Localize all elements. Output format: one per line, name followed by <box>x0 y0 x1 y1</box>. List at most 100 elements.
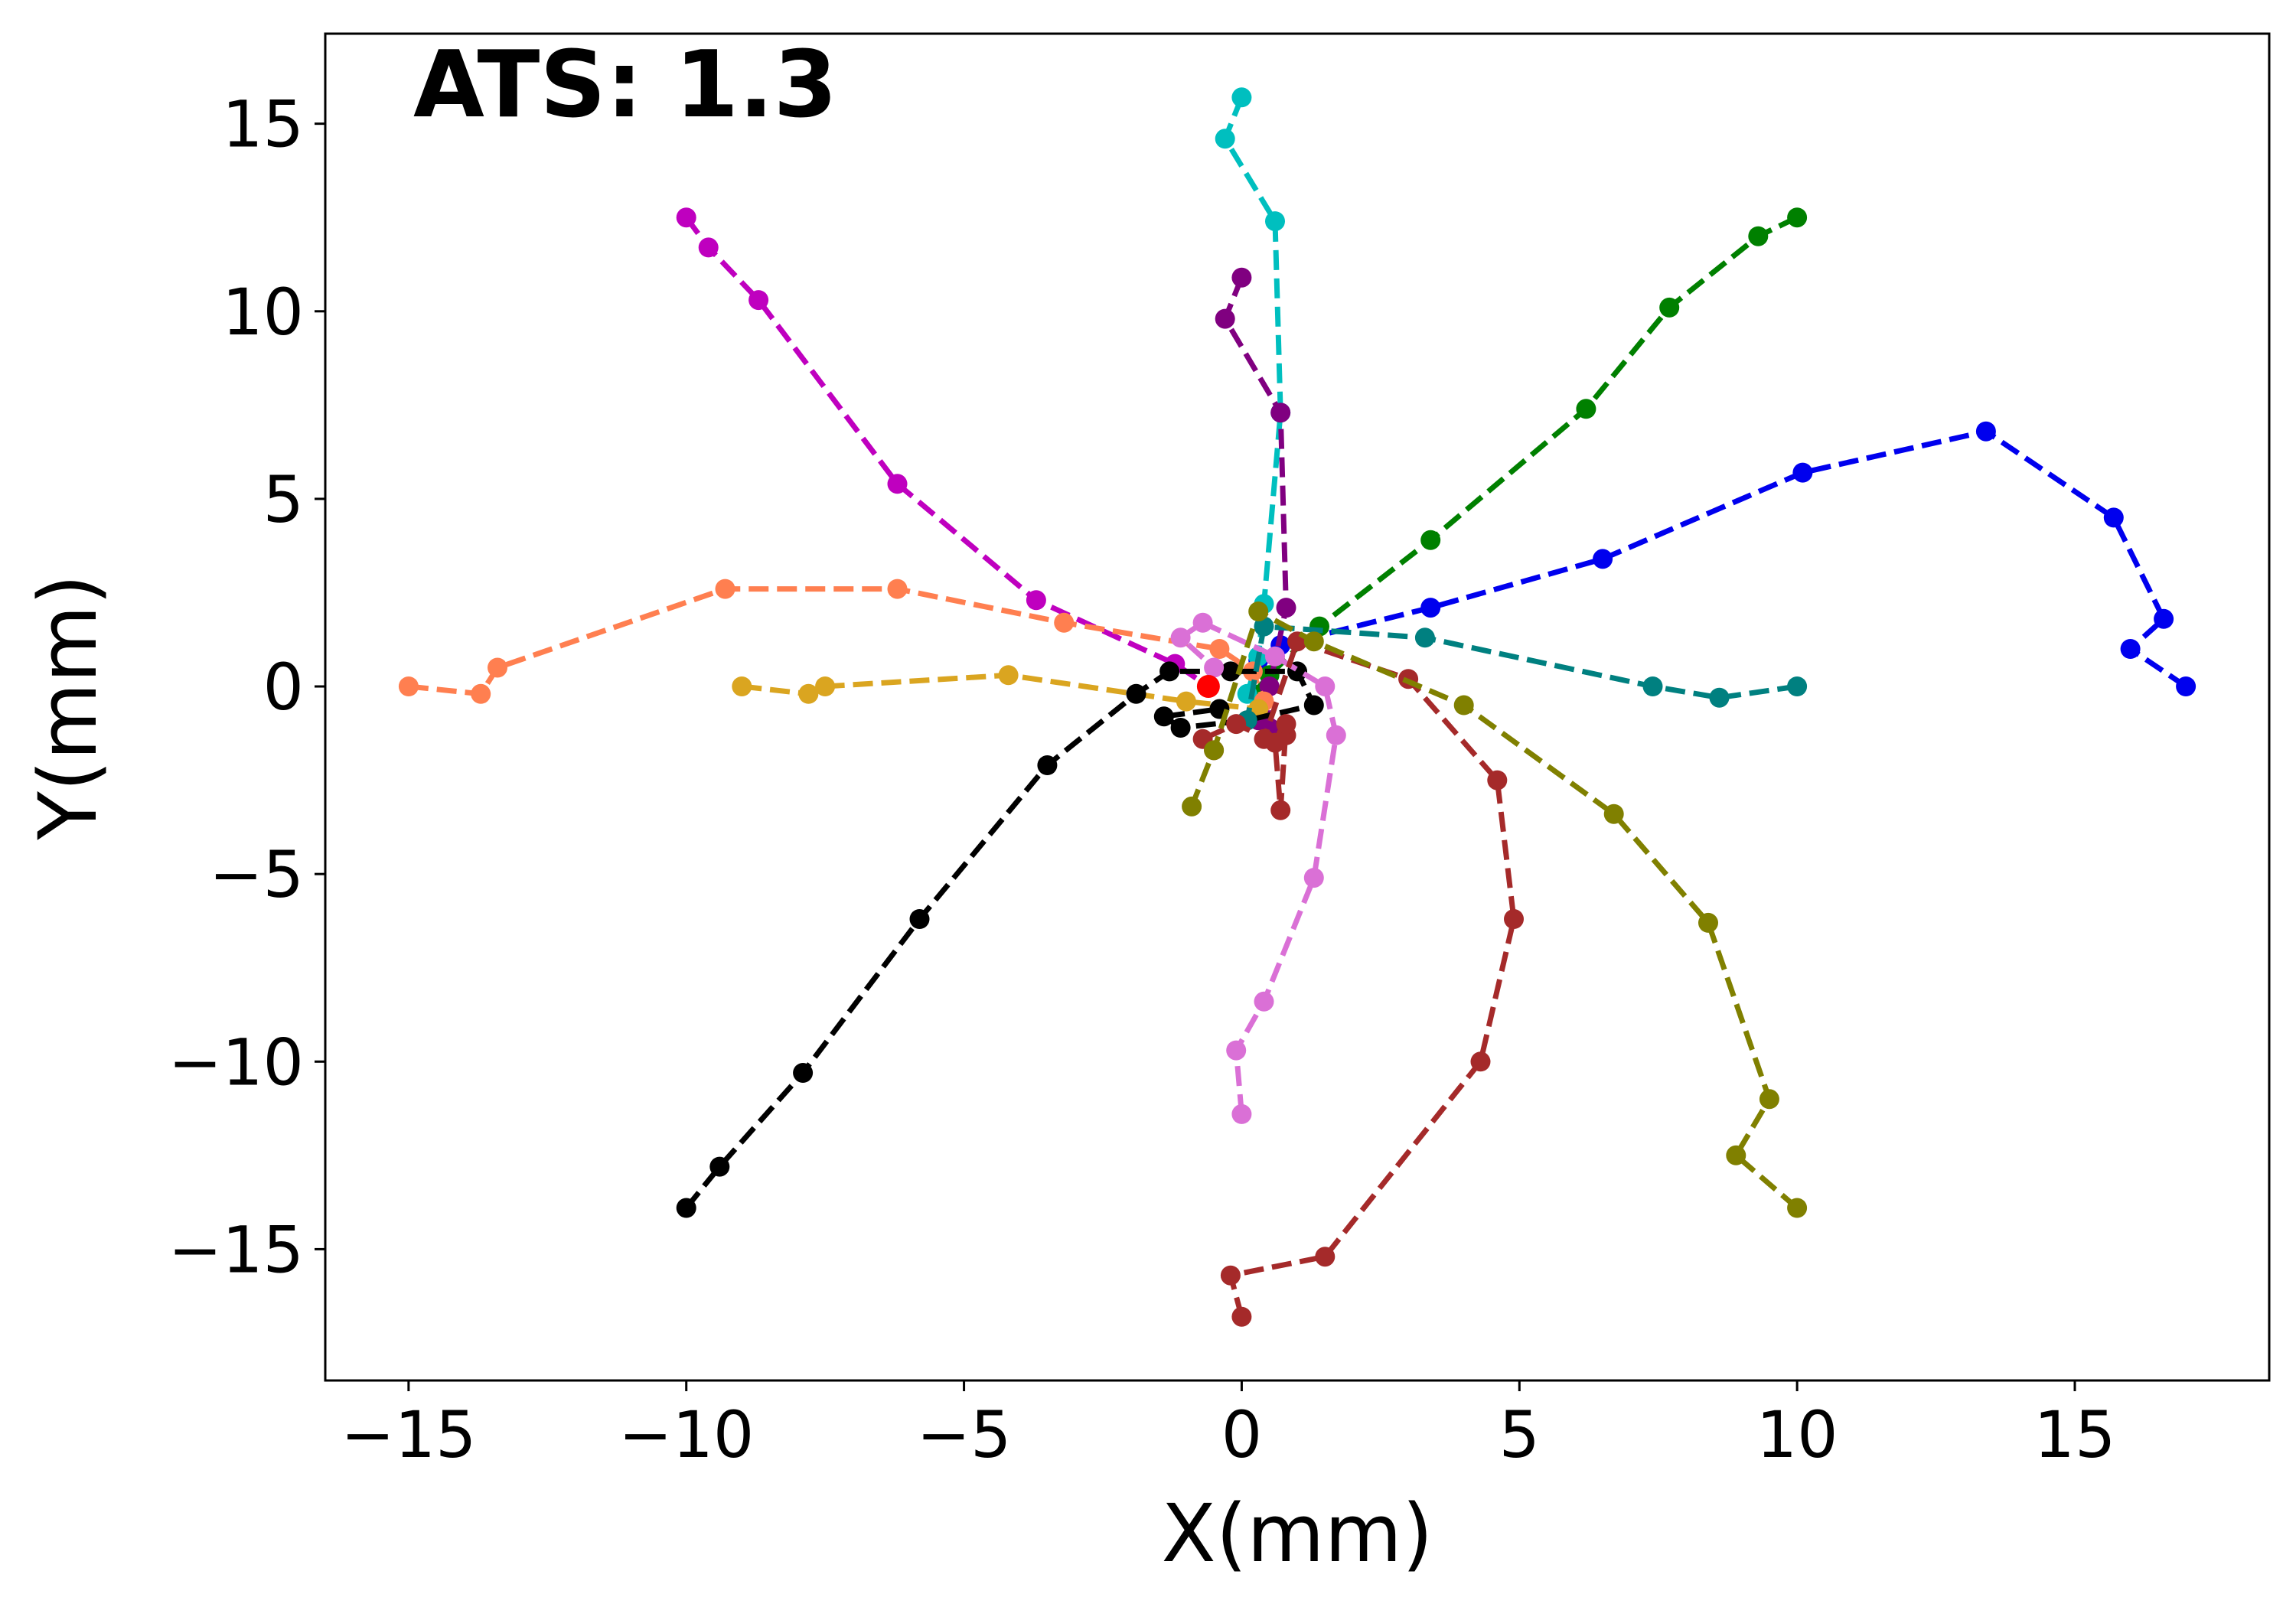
series-layer <box>398 87 2197 1327</box>
x-tick-label: −10 <box>618 1397 754 1472</box>
x-tick-label: −15 <box>341 1397 476 1472</box>
data-point-magenta-1 <box>698 237 719 258</box>
plot-frame <box>324 32 2271 1382</box>
x-tick-label: 0 <box>1221 1397 1262 1472</box>
data-point-blue-7 <box>1420 598 1441 618</box>
data-point-magenta-0 <box>676 207 696 228</box>
data-point-teal-0 <box>1787 676 1808 696</box>
data-point-teal-4 <box>1254 616 1274 637</box>
data-point-coral-2 <box>488 657 507 678</box>
data-point-black-3 <box>909 909 930 929</box>
data-point-brown-5 <box>1487 770 1508 790</box>
data-point-black-12 <box>1153 706 1174 727</box>
data-point-black-5 <box>1126 683 1146 704</box>
series-line-black <box>683 668 1317 1210</box>
series-olive <box>1182 601 1808 1218</box>
x-tick-label: 5 <box>1499 1397 1540 1472</box>
data-point-cyan-0 <box>1231 87 1252 108</box>
series-line-olive <box>1189 608 1799 1211</box>
data-point-blue-2 <box>2154 608 2174 629</box>
data-point-goldenrod-2 <box>815 676 836 696</box>
data-point-goldenrod-4 <box>1176 691 1196 712</box>
data-point-black-2 <box>793 1063 814 1083</box>
data-point-coral-5 <box>1054 612 1075 633</box>
series-line-teal <box>1244 624 1798 721</box>
data-point-orchid-0 <box>1231 1103 1252 1124</box>
data-point-purple-0 <box>1231 267 1252 288</box>
series-teal <box>1237 616 1808 731</box>
data-point-blue-3 <box>2103 507 2124 528</box>
data-point-olive-8 <box>1204 740 1225 761</box>
data-point-purple-3 <box>1276 598 1296 618</box>
data-point-purple-1 <box>1215 308 1235 329</box>
x-axis-label: X(mm) <box>1161 1487 1433 1580</box>
data-point-blue-1 <box>2120 639 2141 659</box>
data-point-olive-9 <box>1182 796 1202 817</box>
y-axis: −15 −10 −5 0 5 10 15 <box>168 87 325 1287</box>
data-point-magenta-3 <box>887 474 908 494</box>
data-point-green-4 <box>1420 530 1441 550</box>
series-goldenrod <box>732 665 1269 719</box>
data-point-black-11 <box>1170 718 1191 738</box>
data-point-cyan-2 <box>1265 211 1285 232</box>
data-point-green-0 <box>1787 207 1808 228</box>
data-point-black-7 <box>1220 661 1241 682</box>
data-point-coral-1 <box>471 683 491 704</box>
data-point-brown-2 <box>1315 1247 1336 1267</box>
series-line-goldenrod <box>741 672 1259 712</box>
y-tick-label: 0 <box>263 650 304 725</box>
series-blue <box>1248 421 2197 696</box>
data-point-brown-3 <box>1470 1051 1491 1072</box>
series-line-orchid <box>1178 620 1339 1115</box>
data-point-coral-4 <box>887 579 908 599</box>
data-point-goldenrod-1 <box>798 683 819 704</box>
data-point-orchid-9 <box>1204 657 1225 678</box>
x-tick-label: −5 <box>917 1397 1012 1472</box>
ats-annotation: ATS: 1.3 <box>413 32 837 139</box>
data-point-purple-4 <box>1259 676 1280 696</box>
data-point-olive-7 <box>1248 601 1269 621</box>
data-point-goldenrod-0 <box>732 676 752 696</box>
series-brown <box>1192 631 1524 1327</box>
x-tick-label: 10 <box>1756 1397 1838 1472</box>
data-point-green-2 <box>1659 297 1680 318</box>
data-point-olive-6 <box>1303 631 1324 652</box>
data-point-brown-10 <box>1276 714 1296 735</box>
data-point-teal-3 <box>1414 627 1435 648</box>
data-point-orchid-8 <box>1170 627 1191 648</box>
y-tick-label: −5 <box>209 837 304 912</box>
y-tick-label: 10 <box>222 275 304 350</box>
series-purple <box>1215 267 1296 738</box>
data-point-orchid-2 <box>1254 991 1274 1012</box>
data-point-olive-4 <box>1603 804 1624 824</box>
y-axis-label: Y(mm) <box>21 574 115 840</box>
data-point-blue-5 <box>1792 462 1813 483</box>
data-point-green-1 <box>1748 226 1769 246</box>
y-tick-label: −15 <box>168 1212 304 1287</box>
data-point-olive-0 <box>1787 1198 1808 1218</box>
data-point-brown-13 <box>1226 714 1247 735</box>
data-point-orchid-4 <box>1326 725 1346 745</box>
data-point-black-9 <box>1303 695 1324 715</box>
data-point-orchid-3 <box>1303 868 1324 888</box>
data-point-black-1 <box>709 1156 730 1177</box>
data-point-green-3 <box>1576 399 1596 419</box>
data-point-coral-0 <box>398 676 419 696</box>
data-point-brown-4 <box>1504 909 1524 929</box>
data-point-coral-6 <box>1209 639 1230 659</box>
series-line-brown <box>1200 638 1517 1318</box>
series-orchid <box>1170 612 1346 1124</box>
y-tick-label: −10 <box>168 1025 304 1100</box>
data-point-orchid-5 <box>1315 676 1336 696</box>
data-point-goldenrod-3 <box>998 665 1019 686</box>
data-point-brown-1 <box>1220 1265 1241 1286</box>
data-point-orchid-7 <box>1192 612 1213 633</box>
data-point-olive-1 <box>1726 1145 1746 1165</box>
y-tick-label: 5 <box>263 462 304 537</box>
data-point-coral-3 <box>715 579 735 599</box>
data-point-brown-11 <box>1270 800 1291 820</box>
data-point-olive-3 <box>1698 912 1718 933</box>
data-point-teal-1 <box>1709 687 1730 708</box>
